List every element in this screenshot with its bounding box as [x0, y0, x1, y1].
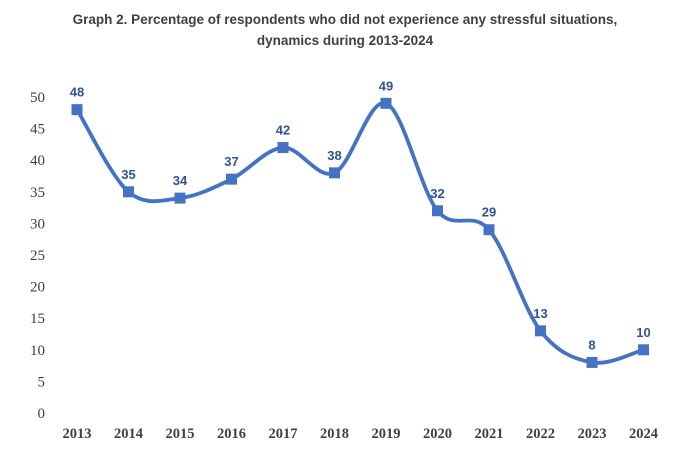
x-axis-tick-label: 2018	[320, 426, 349, 442]
y-axis-tick-label: 10	[30, 343, 45, 359]
data-point-marker	[123, 186, 134, 198]
data-point-marker	[329, 167, 340, 179]
x-axis-tick-label: 2022	[526, 426, 555, 442]
chart-title: Graph 2. Percentage of respondents who d…	[0, 9, 690, 51]
data-point-marker	[71, 104, 83, 116]
x-axis-tick-label: 2017	[269, 426, 298, 442]
data-point-label: 49	[379, 78, 393, 93]
data-point-label: 42	[276, 123, 290, 138]
x-axis-tick-label: 2024	[629, 426, 658, 442]
data-point-label: 48	[70, 85, 84, 100]
y-axis-tick-label: 30	[30, 216, 45, 232]
data-point-marker	[432, 205, 443, 217]
data-point-marker	[174, 192, 186, 204]
y-axis-tick-label: 50	[30, 90, 45, 106]
data-point-marker	[226, 173, 237, 185]
x-axis-tick-label: 2021	[475, 426, 504, 442]
x-axis-tick-label: 2015	[166, 426, 195, 442]
data-point-label: 13	[533, 306, 547, 321]
x-axis-tick-label: 2023	[578, 426, 607, 442]
x-axis-tick-label: 2013	[63, 426, 92, 442]
data-point-label: 34	[173, 173, 188, 188]
data-point-marker	[535, 325, 546, 337]
y-axis-tick-label: 5	[38, 374, 46, 390]
x-axis-tick-label: 2016	[217, 426, 246, 442]
x-axis-tick-label: 2020	[423, 426, 452, 442]
y-axis-tick-label: 45	[30, 122, 45, 138]
data-point-marker	[277, 142, 289, 154]
data-point-label: 32	[430, 186, 444, 201]
data-point-label: 35	[121, 167, 135, 182]
y-axis-tick-label: 20	[30, 280, 45, 296]
data-point-label: 29	[482, 205, 496, 220]
data-point-label: 10	[636, 325, 650, 340]
data-point-label: 8	[588, 337, 595, 352]
x-axis-tick-label: 2014	[114, 426, 143, 442]
y-axis-tick-label: 40	[30, 153, 45, 169]
data-point-marker	[483, 224, 495, 236]
y-axis-tick-label: 15	[30, 311, 45, 327]
data-point-marker	[638, 344, 649, 356]
series-line	[75, 101, 646, 365]
data-point-label: 37	[224, 154, 238, 169]
chart-title-line1: Graph 2. Percentage of respondents who d…	[72, 12, 618, 27]
data-point-marker	[586, 356, 598, 368]
y-axis-tick-label: 25	[30, 248, 45, 264]
y-axis-tick-label: 35	[30, 185, 45, 201]
data-point-marker	[380, 97, 392, 109]
chart-title-line2: dynamics during 2013-2024	[256, 33, 434, 48]
x-axis-tick-label: 2019	[372, 426, 401, 442]
data-point-label: 38	[327, 148, 341, 163]
y-axis-tick-label: 0	[38, 406, 46, 422]
